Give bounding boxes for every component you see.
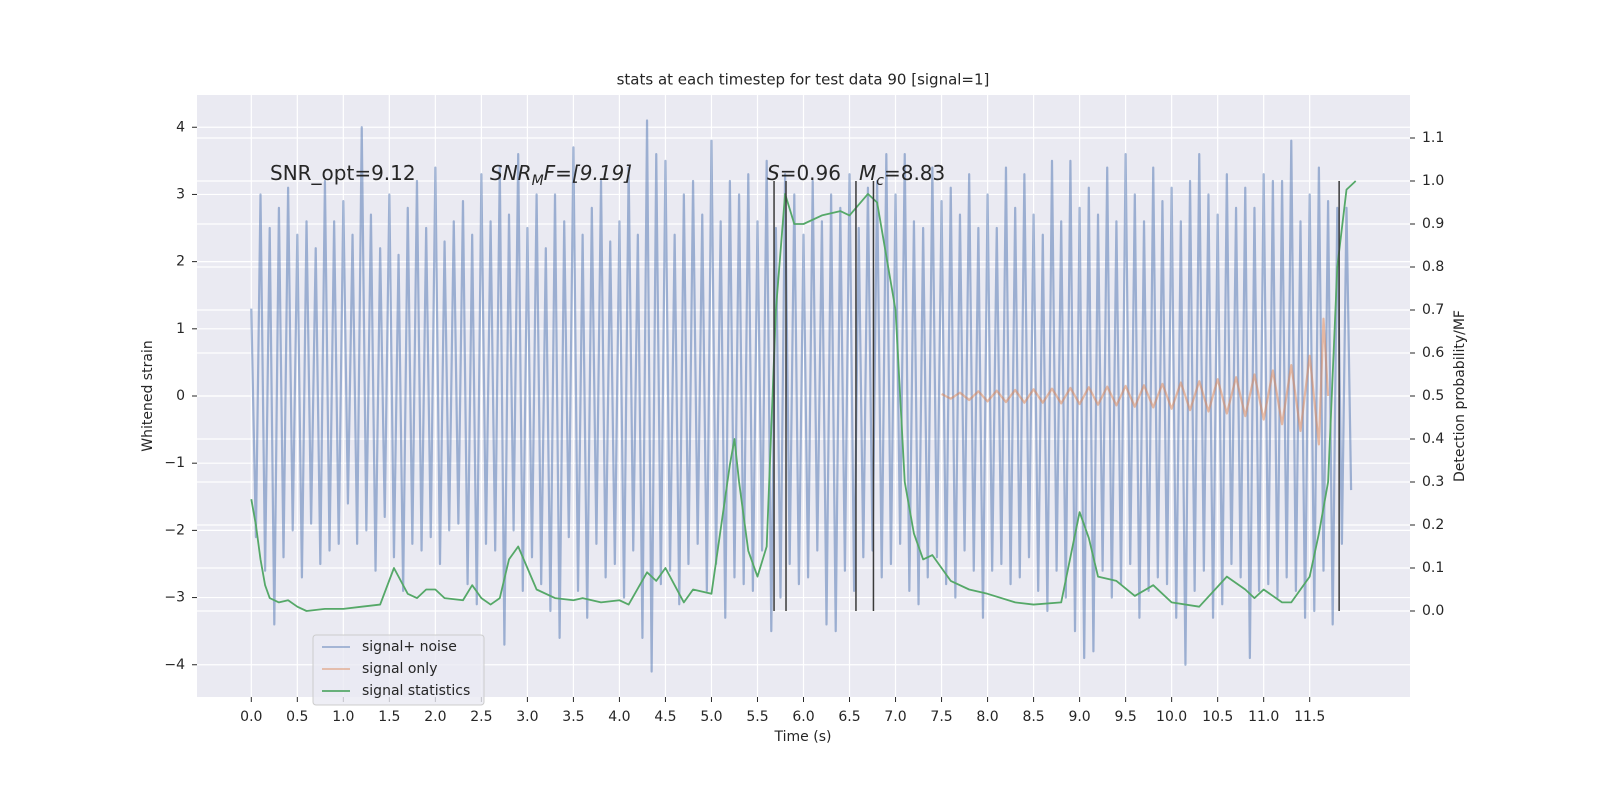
y2-tick-label: 1.1 <box>1422 130 1444 146</box>
series-line <box>250 119 1353 673</box>
annotation-tail: =8.83 <box>884 161 945 185</box>
x-tick-label: 8.5 <box>1022 709 1044 725</box>
data-layer <box>250 119 1357 673</box>
legend-label: signal only <box>362 661 437 677</box>
y-tick-label: −3 <box>164 590 185 606</box>
y2-tick-label: 0.8 <box>1422 259 1444 275</box>
chart-title: stats at each timestep for test data 90 … <box>617 71 990 89</box>
series-line <box>941 317 1330 446</box>
annotation-main: S <box>767 161 780 185</box>
x-tick-label: 10.5 <box>1202 709 1233 725</box>
y-tick-label: 3 <box>176 186 185 202</box>
x-tick-label: 3.0 <box>516 709 538 725</box>
x-tick-label: 7.0 <box>884 709 906 725</box>
legend-label: signal statistics <box>362 683 470 699</box>
x-tick-label: 9.5 <box>1114 709 1136 725</box>
y-axis-label: Whitened strain <box>140 340 156 451</box>
y2-axis-label: Detection probability/MF <box>1452 310 1468 482</box>
axes: 0.0 0.5 1.0 1.5 2.0 2.5 3.0 3.5 4.0 4.5 5.0 5.5 6.0 6… <box>164 119 1444 725</box>
x-tick-label: 8.0 <box>976 709 998 725</box>
y-tick-label: 2 <box>176 254 185 270</box>
y2-tick-label: 0.2 <box>1422 517 1444 533</box>
x-tick-label: 3.5 <box>562 709 584 725</box>
x-axis-label: Time (s) <box>774 729 832 745</box>
x-tick-label: 0.5 <box>286 709 308 725</box>
y2-tick-label: 0.4 <box>1422 431 1444 447</box>
annotation: Mc=8.83 <box>859 161 945 189</box>
annotation-main: M <box>859 161 876 185</box>
x-tick-label: 1.5 <box>378 709 400 725</box>
annotation-sub: M <box>532 173 544 189</box>
y2-tick-label: 1.0 <box>1422 173 1444 189</box>
y-tick-label: 4 <box>176 119 185 135</box>
y-tick-label: 1 <box>176 321 185 337</box>
y-tick-label: −1 <box>164 455 185 471</box>
x-tick-label: 2.0 <box>424 709 446 725</box>
x-tick-label: 2.5 <box>470 709 492 725</box>
x-tick-label: 7.5 <box>930 709 952 725</box>
legend-label: signal+ noise <box>362 639 457 655</box>
annotation-main: SNR <box>490 161 532 185</box>
x-tick-label: 10.0 <box>1156 709 1187 725</box>
annotation-tail: F=[9.19] <box>544 161 632 185</box>
y-tick-label: 0 <box>176 388 185 404</box>
x-tick-label: 5.0 <box>700 709 722 725</box>
x-tick-label: 11.5 <box>1294 709 1325 725</box>
y2-tick-label: 0.0 <box>1422 603 1444 619</box>
annotation-main: SNR_opt=9.12 <box>270 161 416 185</box>
y-tick-label: −2 <box>164 522 185 538</box>
x-tick-label: 1.0 <box>332 709 354 725</box>
x-tick-label: 11.0 <box>1248 709 1279 725</box>
x-tick-label: 0.0 <box>240 709 262 725</box>
annotation-sub: c <box>876 173 884 189</box>
annotation: SNR_opt=9.12 <box>270 161 416 185</box>
y2-tick-label: 0.3 <box>1422 474 1444 490</box>
y2-tick-label: 0.1 <box>1422 560 1444 576</box>
legend: signal+ noise signal only signal statistic… <box>312 634 485 706</box>
annotation: SNRMF=[9.19] <box>490 161 632 189</box>
x-tick-label: 5.5 <box>746 709 768 725</box>
y2-tick-label: 0.5 <box>1422 388 1444 404</box>
annotation-tail: =0.96 <box>780 161 841 185</box>
x-tick-label: 6.0 <box>792 709 814 725</box>
legend-box <box>312 634 485 706</box>
x-tick-label: 6.5 <box>838 709 860 725</box>
series-line <box>250 180 1357 612</box>
x-tick-label: 9.0 <box>1068 709 1090 725</box>
y2-tick-label: 0.6 <box>1422 345 1444 361</box>
y2-tick-label: 0.9 <box>1422 216 1444 232</box>
y-tick-label: −4 <box>164 657 185 673</box>
x-tick-label: 4.5 <box>654 709 676 725</box>
annotation: S=0.96 <box>767 161 841 185</box>
x-tick-label: 4.0 <box>608 709 630 725</box>
y2-tick-label: 0.7 <box>1422 302 1444 318</box>
